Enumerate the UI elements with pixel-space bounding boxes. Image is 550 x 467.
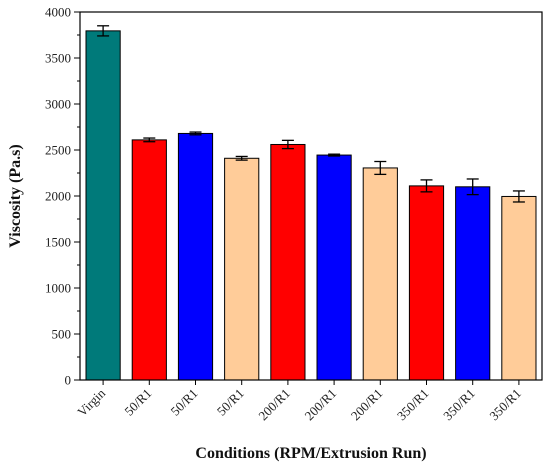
plot-frame	[79, 11, 543, 381]
x-tick-label: 350/R1	[486, 386, 524, 424]
y-tick-label: 3000	[45, 97, 71, 112]
x-tick-label: 50/R1	[168, 386, 201, 419]
bar	[131, 139, 167, 381]
bar	[501, 195, 537, 381]
y-axis-ticks: 0 500 1000 1500 2000 2500 3000 3500 4000	[45, 5, 80, 388]
y-tick-label: 0	[65, 373, 72, 388]
y-tick-label: 3500	[45, 51, 71, 66]
x-tick-label: 350/R1	[394, 386, 432, 424]
bar	[362, 167, 398, 381]
x-tick-label: 350/R1	[440, 386, 478, 424]
x-tick-label: 50/R1	[121, 386, 154, 419]
x-axis-ticks: Virgin 50/R1 50/R1 50/R1 200/R1 200/R1 200/R1 3…	[74, 380, 524, 423]
y-axis-title: Viscosity (Pa.s)	[7, 144, 24, 247]
x-axis-title: Conditions (RPM/Extrusion Run)	[195, 445, 426, 462]
y-tick-label: 1500	[45, 235, 71, 250]
x-tick-label: 200/R1	[348, 386, 386, 424]
bar	[85, 30, 121, 381]
x-tick-label: 200/R1	[302, 386, 340, 424]
bar	[455, 186, 491, 381]
bar	[316, 154, 352, 381]
bar	[177, 132, 214, 381]
y-tick-label: 1000	[45, 281, 71, 296]
x-tick-label: 50/R1	[214, 386, 247, 419]
bar	[224, 157, 260, 381]
x-tick-label: Virgin	[74, 385, 108, 419]
y-tick-label: 4000	[45, 5, 71, 20]
bars	[85, 25, 537, 381]
bar	[408, 185, 445, 381]
y-tick-label: 2500	[45, 143, 71, 158]
y-tick-label: 500	[52, 327, 72, 342]
x-tick-label: 200/R1	[255, 386, 293, 424]
y-tick-label: 2000	[45, 189, 71, 204]
bar	[270, 143, 306, 381]
